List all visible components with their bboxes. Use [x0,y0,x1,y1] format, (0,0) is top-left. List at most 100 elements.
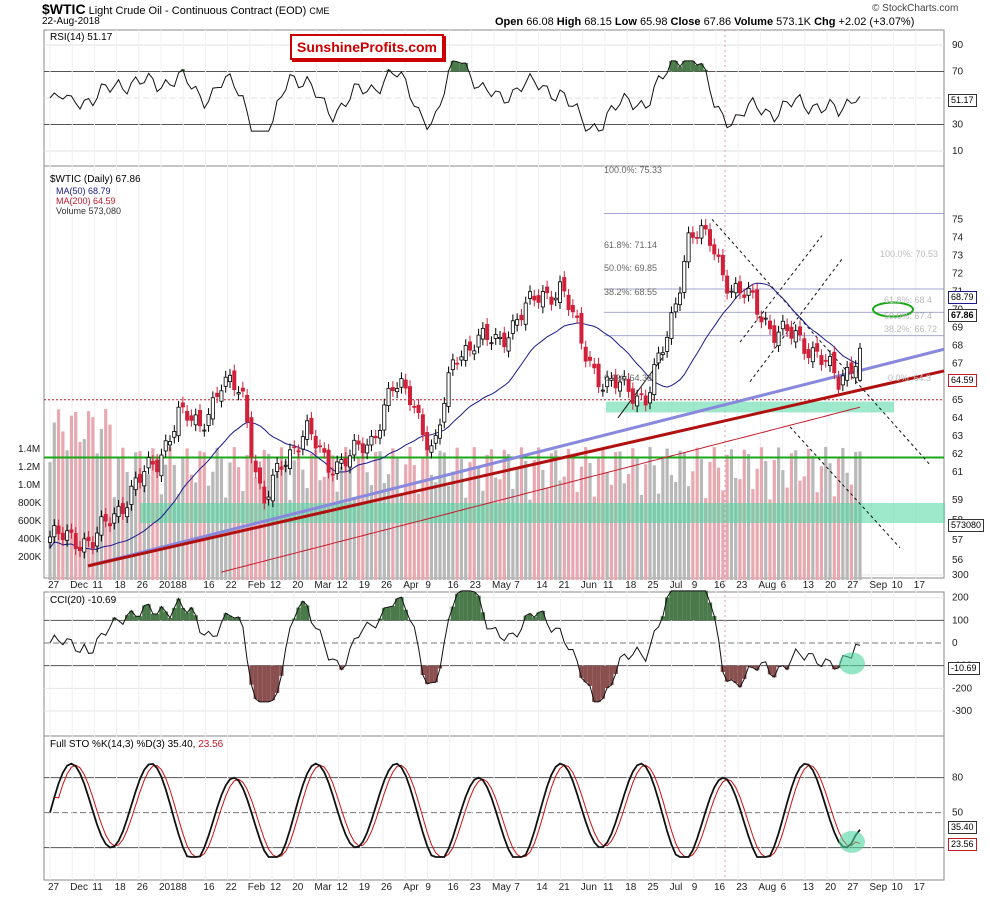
x-axis-label: 19 [359,580,371,591]
candle-body [99,516,104,536]
candle-body [189,415,194,421]
candle-body [193,414,198,426]
volume-bar [224,497,228,580]
exchange: CME [309,6,330,16]
ma200-line [221,406,861,573]
candle-body [390,387,395,392]
volume-bar [494,477,498,580]
volume-bar [639,494,644,580]
candle-body [626,378,631,392]
x-axis-label: 8 [181,580,187,591]
price-tick-label: 75 [952,214,964,225]
price-tick-label: 68 [952,341,964,352]
candle-body [836,376,841,390]
cci-highlight-circle [839,652,865,675]
candle-body [69,529,74,533]
price-tick-label: 63 [952,431,964,442]
candle-body [155,459,160,473]
x-axis-label: 12 [270,882,282,893]
candle-body [52,525,57,538]
volume-bar [48,462,52,580]
candle-body [172,431,177,438]
price-tick-label: 65 [952,395,964,406]
change-value: +2.02 (+3.07%) [838,16,915,28]
price-tick-label: 74 [952,232,964,243]
candle-body [515,319,520,326]
candle-body [167,441,172,446]
x-axis-label: 18 [115,882,127,893]
volume-bar [751,489,755,580]
ma50-badge: 68.79 [948,291,977,304]
x-axis-label: 10 [892,580,904,591]
candle-body [746,287,751,296]
x-axis-label: 27 [847,580,859,591]
volume-bar [511,488,515,580]
candle-body [489,342,494,345]
candle-body [403,379,408,389]
candle-body [82,538,87,553]
volume-bar [194,482,198,580]
volume-bar [845,472,849,580]
candle-body [429,445,434,453]
candle-body [592,363,597,369]
candle-body [146,457,151,469]
candle-body [373,435,378,439]
x-axis-label: 18 [115,580,127,591]
candle-body [712,244,717,255]
candle-body [759,316,764,323]
volume-bar [301,469,305,580]
volume-bar [802,476,806,580]
sunshineprofits-logo[interactable]: SunshineProfits.com [290,34,444,60]
sto-d-value: 23.56 [198,739,224,750]
candle-body [609,378,614,381]
x-axis-label: 7 [514,882,520,893]
cci-tick-label: 300 [952,570,969,581]
candle-body [819,355,824,365]
volume-support-zone [140,503,945,523]
candle-body [287,449,292,469]
x-axis-label: 23 [736,882,748,893]
volume-bar [528,499,532,580]
rsi-line [49,60,861,132]
candle-body [605,376,610,388]
x-axis-label: 6 [781,882,787,893]
candle-body [305,420,310,440]
volume-tick-label: 1.4M [18,444,40,455]
volume-bar [125,471,129,580]
candle-body [742,294,747,298]
price-tick-label: 69 [952,323,964,334]
x-axis-label: Jun [581,580,597,591]
candle-body [785,324,790,332]
candle-body [553,297,558,301]
volume-bar [159,494,164,580]
candle-body [789,326,794,339]
cci-legend: CCI(20) -10.69 [50,595,117,606]
candle-body [840,375,845,386]
candle-body [536,295,541,303]
candle-body [738,281,743,294]
candle-body [858,347,863,381]
candle-body [270,474,275,502]
volume-bar [686,486,691,580]
candle-body [665,337,670,352]
cci-tick-label: -300 [952,706,972,717]
x-axis-label: 10 [892,882,904,893]
volume-bar [592,496,596,580]
candle-body [343,457,348,467]
sto-k-value: 35.40 [167,739,193,750]
candle-body [60,532,65,540]
chart-date: 22-Aug-2018 [42,16,100,27]
x-axis-label: 18 [625,882,637,893]
volume-bar [78,441,82,580]
candle-body [65,530,70,541]
volume-tick-label: 800K [18,498,42,509]
candle-body [656,352,661,364]
x-axis-label: 11 [92,580,103,591]
volume-tick-label: 1.2M [18,462,40,473]
candle-body [412,406,417,408]
candle-body [480,327,485,340]
volume-bar [434,482,438,580]
candle-body [210,397,215,420]
cci-tick-label: 100 [952,615,969,626]
